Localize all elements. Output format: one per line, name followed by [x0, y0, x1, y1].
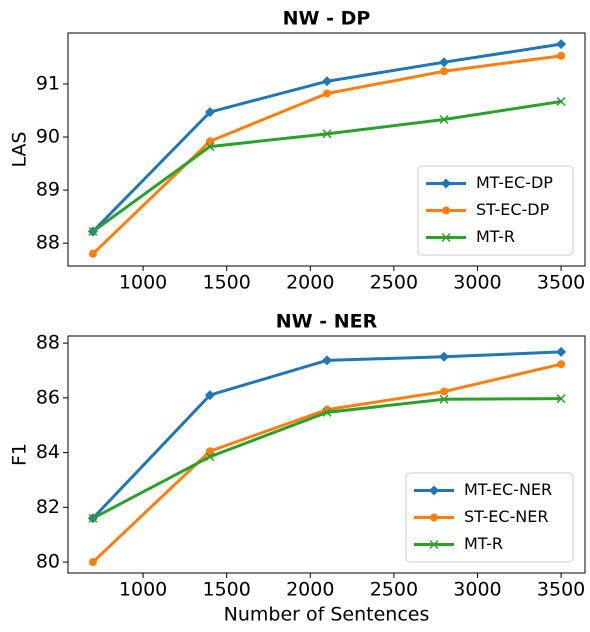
marker — [88, 226, 98, 237]
x-tick-label: 3000 — [453, 579, 501, 601]
marker — [439, 57, 450, 68]
y-tick-label: 88 — [36, 232, 60, 254]
legend-label: MT-R — [464, 534, 503, 553]
marker — [322, 407, 332, 417]
x-tick-label: 1000 — [119, 272, 167, 294]
marker — [557, 360, 566, 369]
legend-label: MT-R — [476, 227, 515, 246]
legend-label: MT-EC-DP — [476, 173, 553, 192]
y-tick-label: 90 — [36, 126, 60, 148]
y-tick-label: 86 — [36, 386, 60, 408]
y-tick-label: 80 — [36, 551, 60, 573]
marker — [204, 107, 215, 118]
y-tick-label: 91 — [36, 72, 60, 94]
y-axis-label: LAS — [9, 131, 31, 167]
y-tick-label: 89 — [36, 179, 60, 201]
marker — [322, 129, 332, 139]
legend: MT-EC-DP ST-EC-DP MT-R — [417, 165, 574, 256]
marker — [322, 355, 333, 366]
series — [88, 51, 566, 258]
legend: MT-EC-NER ST-EC-NER MT-R — [405, 472, 574, 563]
marker — [88, 558, 97, 567]
marker — [557, 51, 566, 60]
x-tick-label: 1500 — [202, 579, 250, 601]
marker — [88, 249, 97, 258]
legend-marker — [430, 513, 438, 522]
y-tick-label: 88 — [36, 332, 60, 354]
x-tick-label: 3500 — [537, 272, 585, 294]
marker — [556, 394, 566, 404]
marker — [322, 76, 333, 87]
legend-box — [417, 165, 574, 256]
marker — [205, 447, 214, 456]
y-tick-label: 82 — [36, 496, 60, 518]
marker — [205, 137, 214, 146]
legend-marker — [442, 206, 450, 215]
marker — [204, 390, 215, 401]
marker — [440, 67, 449, 76]
legend-label: MT-EC-NER — [464, 480, 552, 499]
marker — [439, 351, 450, 362]
x-tick-label: 2500 — [370, 579, 418, 601]
marker — [556, 346, 567, 357]
marker — [205, 452, 215, 462]
marker — [205, 142, 215, 152]
legend-marker — [441, 178, 451, 189]
x-axis-label: Number of Sentences — [224, 604, 430, 626]
y-axis-label: F1 — [9, 443, 31, 466]
legend-label: ST-EC-NER — [464, 507, 548, 526]
legend-marker — [429, 539, 439, 550]
chart-title: NW - DP — [283, 8, 371, 30]
x-tick-label: 2000 — [286, 579, 334, 601]
marker — [556, 39, 567, 50]
legend-box — [405, 472, 574, 563]
plot-frame — [67, 32, 586, 267]
plot-frame — [67, 335, 586, 574]
x-tick-label: 2000 — [286, 272, 334, 294]
marker — [440, 387, 449, 396]
legend-marker — [441, 232, 451, 243]
series — [88, 96, 566, 237]
marker — [88, 513, 98, 523]
chart-title: NW - NER — [276, 311, 378, 333]
marker — [323, 89, 332, 98]
y-tick-label: 84 — [36, 441, 60, 463]
x-tick-label: 1500 — [202, 272, 250, 294]
x-tick-label: 1000 — [119, 579, 167, 601]
series — [88, 394, 566, 523]
marker — [556, 96, 566, 106]
x-tick-label: 3000 — [453, 272, 501, 294]
x-tick-label: 3500 — [537, 579, 585, 601]
legend-marker — [429, 485, 439, 496]
marker — [439, 114, 449, 125]
legend-label: ST-EC-DP — [476, 200, 550, 219]
marker — [439, 394, 449, 404]
x-tick-label: 2500 — [370, 272, 418, 294]
